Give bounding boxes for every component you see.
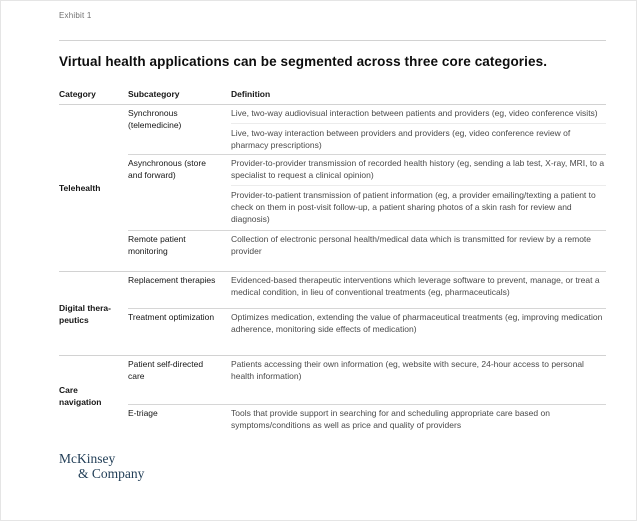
segmentation-table: Category Subcategory Definition Teleheal… [59,88,606,435]
definition-cell: Evidenced-based therapeutic intervention… [231,274,606,298]
table-row-treatment-optimization: Treatment optimization Optimizes medicat… [128,308,606,355]
header-category: Category [59,89,96,99]
definition-paragraph: Patients accessing their own information… [231,359,584,381]
category-section-digital-therapeutics: Digital thera-peutics Replacement therap… [59,271,606,355]
category-cell: Telehealth [59,105,128,271]
subcategory-cell: Replacement therapies [128,275,216,285]
page-title: Virtual health applications can be segme… [59,54,548,69]
table-row-remote-patient-monitoring: Remote patient monitoring Collection of … [128,230,606,271]
category-cell: Care navigation [59,356,128,435]
definition-cell: Live, two-way audiovisual interaction be… [231,107,606,151]
category-label: Digital thera-peutics [59,302,111,325]
definition-paragraph: Live, two-way audiovisual interaction be… [231,108,598,118]
category-cell: Digital thera-peutics [59,272,128,355]
exhibit-label: Exhibit 1 [59,11,92,20]
category-groups: Patient self-directed care Patients acce… [128,356,606,435]
definition-paragraph: Optimizes medication, extending the valu… [231,312,603,334]
table-header-row: Category Subcategory Definition [59,88,606,104]
logo-line-2: & Company [78,466,145,481]
table-row-e-triage: E-triage Tools that provide support in s… [128,404,606,435]
table-row-replacement-therapies: Replacement therapies Evidenced-based th… [128,272,606,308]
definition-cell: Provider-to-provider transmission of rec… [231,157,606,225]
definition-paragraph: Provider-to-provider transmission of rec… [231,158,605,180]
category-label: Telehealth [59,183,101,193]
mckinsey-company-logo: McKinsey & Company [59,451,606,481]
category-groups: Replacement therapies Evidenced-based th… [128,272,606,355]
table-row-synchronous: Synchronous (telemedicine) Live, two-way… [128,105,606,154]
category-section-telehealth: Telehealth Synchronous (telemedicine) Li… [59,104,606,271]
table-row-asynchronous: Asynchronous (store and forward) Provide… [128,154,606,230]
subcategory-cell: Patient self-directed care [128,359,204,381]
category-section-care-navigation: Care navigation Patient self-directed ca… [59,355,606,435]
subcategory-cell: Synchronous (telemedicine) [128,108,182,130]
definition-cell: Tools that provide support in searching … [231,407,606,431]
header-subcategory: Subcategory [128,89,180,99]
subcategory-cell: Asynchronous (store and forward) [128,158,206,180]
top-divider [59,40,606,41]
logo-line-1: McKinsey [59,451,116,466]
subcategory-cell: Remote patient monitoring [128,234,186,256]
table-row-patient-self-directed-care: Patient self-directed care Patients acce… [128,356,606,404]
definition-paragraph: Evidenced-based therapeutic intervention… [231,275,600,297]
definition-cell: Optimizes medication, extending the valu… [231,311,606,335]
definition-paragraph: Live, two-way interaction between provid… [231,123,606,151]
definition-paragraph: Tools that provide support in searching … [231,408,550,430]
category-label: Care navigation [59,384,102,407]
definition-cell: Patients accessing their own information… [231,358,606,382]
subcategory-cell: Treatment optimization [128,312,215,322]
category-groups: Synchronous (telemedicine) Live, two-way… [128,105,606,271]
definition-paragraph: Provider-to-patient transmission of pati… [231,185,606,225]
header-definition: Definition [231,89,271,99]
definition-cell: Collection of electronic personal health… [231,233,606,257]
definition-paragraph: Collection of electronic personal health… [231,234,592,256]
subcategory-cell: E-triage [128,408,158,418]
